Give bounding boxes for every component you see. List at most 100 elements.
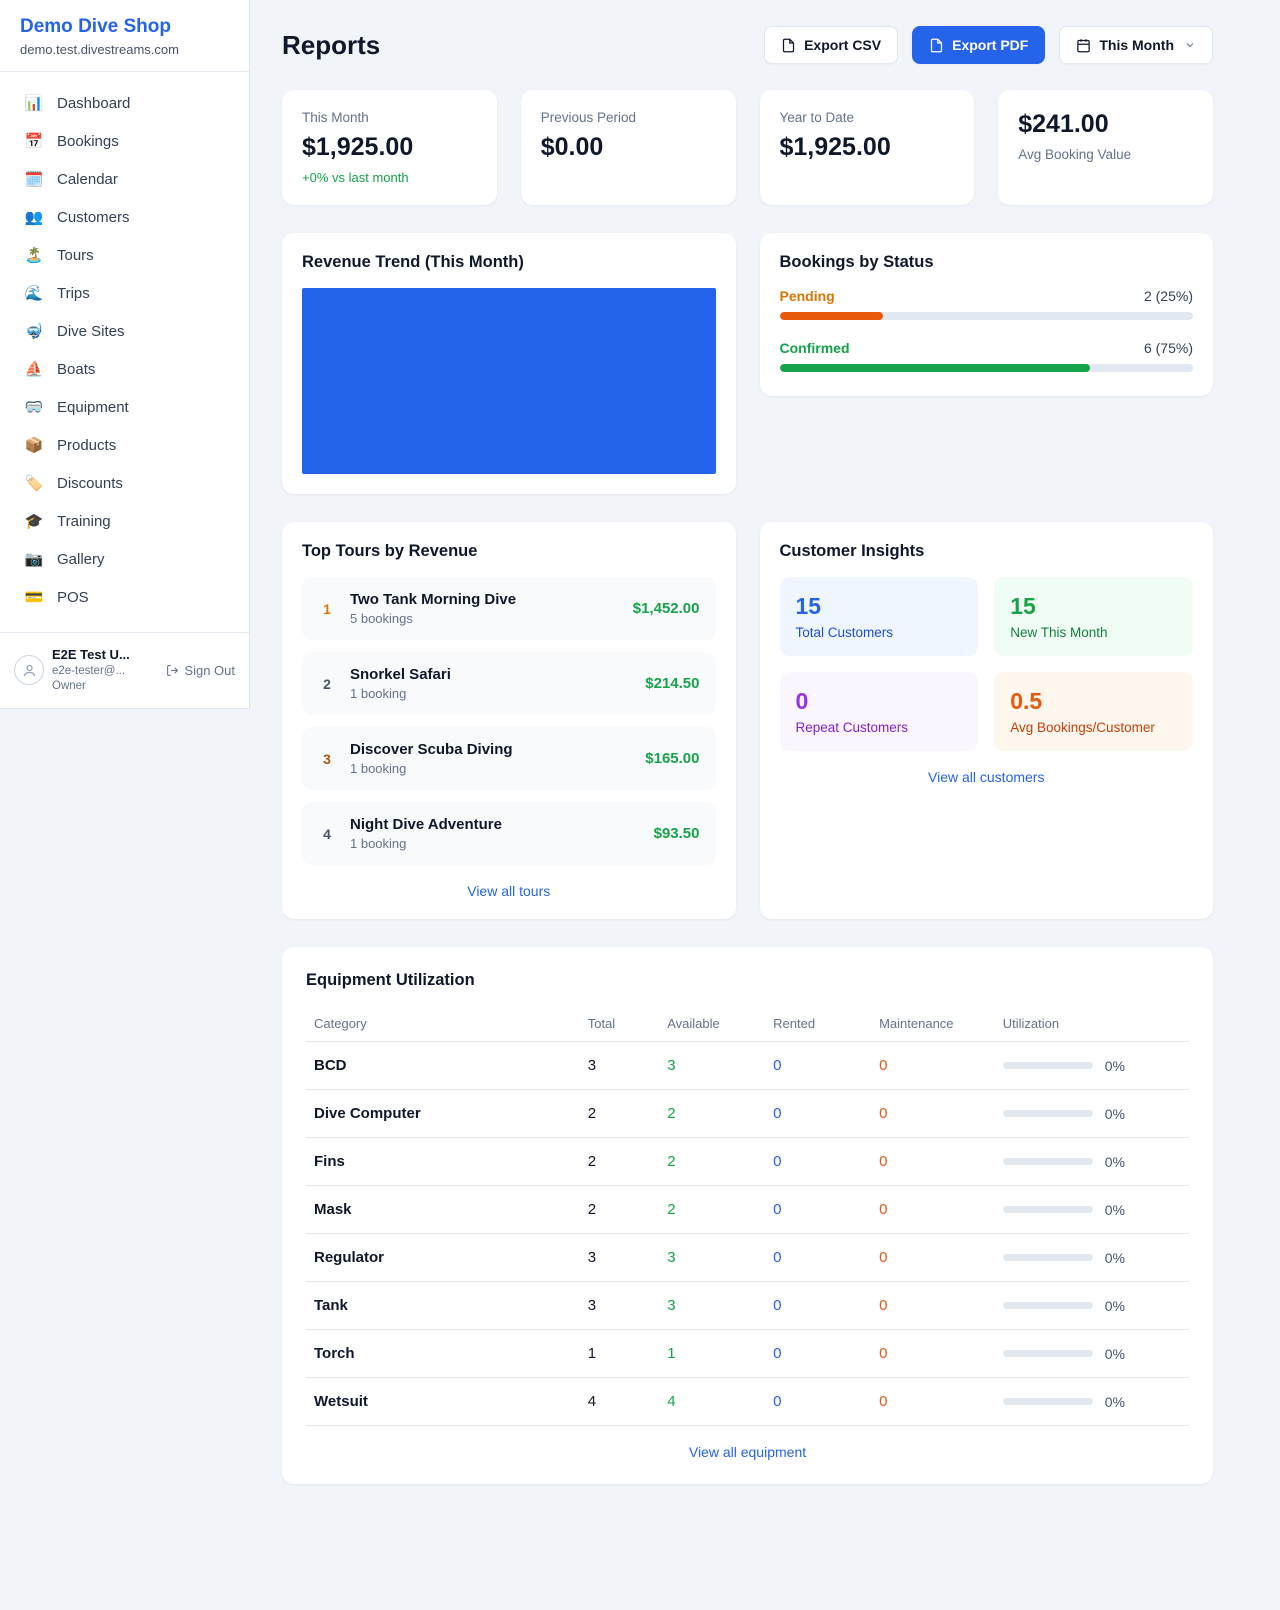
table-row: Dive Computer 2 2 0 0 0% xyxy=(306,1089,1189,1138)
tour-bookings: 1 booking xyxy=(350,761,407,776)
file-icon xyxy=(930,38,943,52)
equipment-category: Fins xyxy=(306,1137,580,1186)
utilization-bar xyxy=(1002,1110,1093,1117)
bookings-by-status-card: Bookings by Status Pending 2 (25%) Confi… xyxy=(759,233,1213,396)
sidebar-item-gallery[interactable]: 📷 Gallery xyxy=(0,540,249,578)
utilization-pct: 0% xyxy=(1104,1057,1125,1074)
sidebar-item-trips[interactable]: 🌊 Trips xyxy=(0,274,249,312)
equipment-utilization-card: Equipment Utilization Category Total Ava… xyxy=(282,947,1213,1484)
tour-revenue: $1,452.00 xyxy=(632,600,700,617)
tile-value: 15 xyxy=(1010,593,1036,619)
sidebar-item-label: Dive Sites xyxy=(57,322,125,340)
table-row: Mask 2 2 0 0 0% xyxy=(306,1185,1189,1234)
view-all-equipment-link[interactable]: View all equipment xyxy=(688,1444,807,1460)
utilization-bar xyxy=(1002,1158,1093,1165)
sidebar-item-label: Boats xyxy=(57,360,96,378)
equipment-rented: 0 xyxy=(765,1041,872,1090)
stat-cards: This Month $1,925.00 +0% vs last month P… xyxy=(282,90,1213,205)
tile-value: 15 xyxy=(795,593,822,619)
table-row: Regulator 3 3 0 0 0% xyxy=(306,1233,1189,1282)
utilization-bar xyxy=(1002,1398,1093,1405)
equipment-available: 4 xyxy=(659,1377,766,1426)
sign-out-button[interactable]: Sign Out xyxy=(166,663,235,678)
sidebar-item-dashboard[interactable]: 📊 Dashboard xyxy=(0,84,249,122)
sidebar-item-pos[interactable]: 💳 POS xyxy=(0,578,249,616)
tour-revenue: $165.00 xyxy=(645,750,700,767)
customer-insights-title: Customer Insights xyxy=(779,542,925,560)
view-all-customers-link[interactable]: View all customers xyxy=(928,769,1045,785)
list-item: 4 Night Dive Adventure 1 booking $93.50 xyxy=(302,802,716,865)
sidebar-item-label: Bookings xyxy=(57,132,119,150)
equipment-available: 2 xyxy=(659,1137,766,1186)
utilization-pct: 0% xyxy=(1104,1249,1125,1266)
calendar-icon: 🗓️ xyxy=(24,171,44,188)
table-header-row: Category Total Available Rented Maintena… xyxy=(306,1006,1189,1042)
export-pdf-button[interactable]: Export PDF xyxy=(912,26,1046,64)
equipment-rented: 0 xyxy=(765,1185,872,1234)
list-item: 3 Discover Scuba Diving 1 booking $165.0… xyxy=(302,727,716,790)
equipment-total: 3 xyxy=(579,1041,660,1090)
top-tours-card: Top Tours by Revenue 1 Two Tank Morning … xyxy=(282,522,736,919)
sidebar-item-discounts[interactable]: 🏷️ Discounts xyxy=(0,464,249,502)
sidebar-item-label: Gallery xyxy=(57,550,105,568)
sidebar-item-calendar[interactable]: 🗓️ Calendar xyxy=(0,160,249,198)
gallery-icon: 📷 xyxy=(24,551,44,568)
stat-delta: +0% vs last month xyxy=(302,170,409,185)
period-dropdown[interactable]: This Month xyxy=(1059,26,1213,64)
stat-value: $1,925.00 xyxy=(302,133,414,161)
tour-list: 1 Two Tank Morning Dive 5 bookings $1,45… xyxy=(302,577,716,865)
stat-label: This Month xyxy=(302,110,369,125)
status-count: 6 (75%) xyxy=(1143,340,1193,356)
tour-bookings: 1 booking xyxy=(350,686,407,701)
equipment-maintenance: 0 xyxy=(871,1089,995,1138)
sidebar-item-label: Calendar xyxy=(57,170,118,188)
tour-rank: 2 xyxy=(323,675,331,692)
sidebar-item-tours[interactable]: 🏝️ Tours xyxy=(0,236,249,274)
sidebar-item-label: Discounts xyxy=(57,474,123,492)
equipment-rented: 0 xyxy=(765,1329,872,1378)
equipment-available: 2 xyxy=(659,1089,766,1138)
user-role: Owner xyxy=(52,679,86,692)
equipment-category: Mask xyxy=(306,1185,580,1234)
revenue-trend-card: Revenue Trend (This Month) xyxy=(282,233,736,494)
user-email: e2e-tester@... xyxy=(52,664,126,677)
equipment-category: BCD xyxy=(306,1041,580,1090)
sidebar-item-bookings[interactable]: 📅 Bookings xyxy=(0,122,249,160)
tour-bookings: 5 bookings xyxy=(350,611,413,626)
table-row: Fins 2 2 0 0 0% xyxy=(306,1137,1189,1186)
utilization-bar xyxy=(1002,1350,1093,1357)
bookings-by-status-title: Bookings by Status xyxy=(779,253,934,271)
equipment-rented: 0 xyxy=(765,1137,872,1186)
stat-value: $241.00 xyxy=(1018,110,1109,138)
view-all-tours-link[interactable]: View all tours xyxy=(467,883,551,899)
stat-card-year-to-date: Year to Date $1,925.00 xyxy=(759,90,975,205)
sidebar-item-boats[interactable]: ⛵ Boats xyxy=(0,350,249,388)
sidebar-item-customers[interactable]: 👥 Customers xyxy=(0,198,249,236)
utilization-pct: 0% xyxy=(1104,1297,1125,1314)
sidebar-item-training[interactable]: 🎓 Training xyxy=(0,502,249,540)
tour-name: Discover Scuba Diving xyxy=(350,741,513,758)
tile-label: New This Month xyxy=(1010,625,1108,640)
tour-name: Two Tank Morning Dive xyxy=(350,591,517,608)
tour-rank: 4 xyxy=(323,825,331,842)
sidebar-item-dive-sites[interactable]: 🤿 Dive Sites xyxy=(0,312,249,350)
sidebar-item-products[interactable]: 📦 Products xyxy=(0,426,249,464)
utilization-bar xyxy=(1002,1062,1093,1069)
equipment-rented: 0 xyxy=(765,1377,872,1426)
col-category: Category xyxy=(306,1006,580,1042)
pos-icon: 💳 xyxy=(24,589,44,606)
calendar-icon xyxy=(1077,38,1091,52)
customer-insights-card: Customer Insights 15 Total Customers 15 … xyxy=(759,522,1213,919)
export-csv-button[interactable]: Export CSV xyxy=(764,26,899,64)
shop-domain: demo.test.divestreams.com xyxy=(20,42,179,57)
equipment-utilization-title: Equipment Utilization xyxy=(306,971,475,989)
equipment-total: 2 xyxy=(579,1089,660,1138)
equipment-category: Tank xyxy=(306,1281,580,1330)
progress-track xyxy=(779,364,1193,372)
tile-repeat-customers: 0 Repeat Customers xyxy=(779,672,979,751)
equipment-category: Wetsuit xyxy=(306,1377,580,1426)
table-row: Tank 3 3 0 0 0% xyxy=(306,1281,1189,1330)
revenue-trend-title: Revenue Trend (This Month) xyxy=(302,253,524,271)
sidebar-item-equipment[interactable]: 🥽 Equipment xyxy=(0,388,249,426)
file-icon xyxy=(782,38,795,52)
